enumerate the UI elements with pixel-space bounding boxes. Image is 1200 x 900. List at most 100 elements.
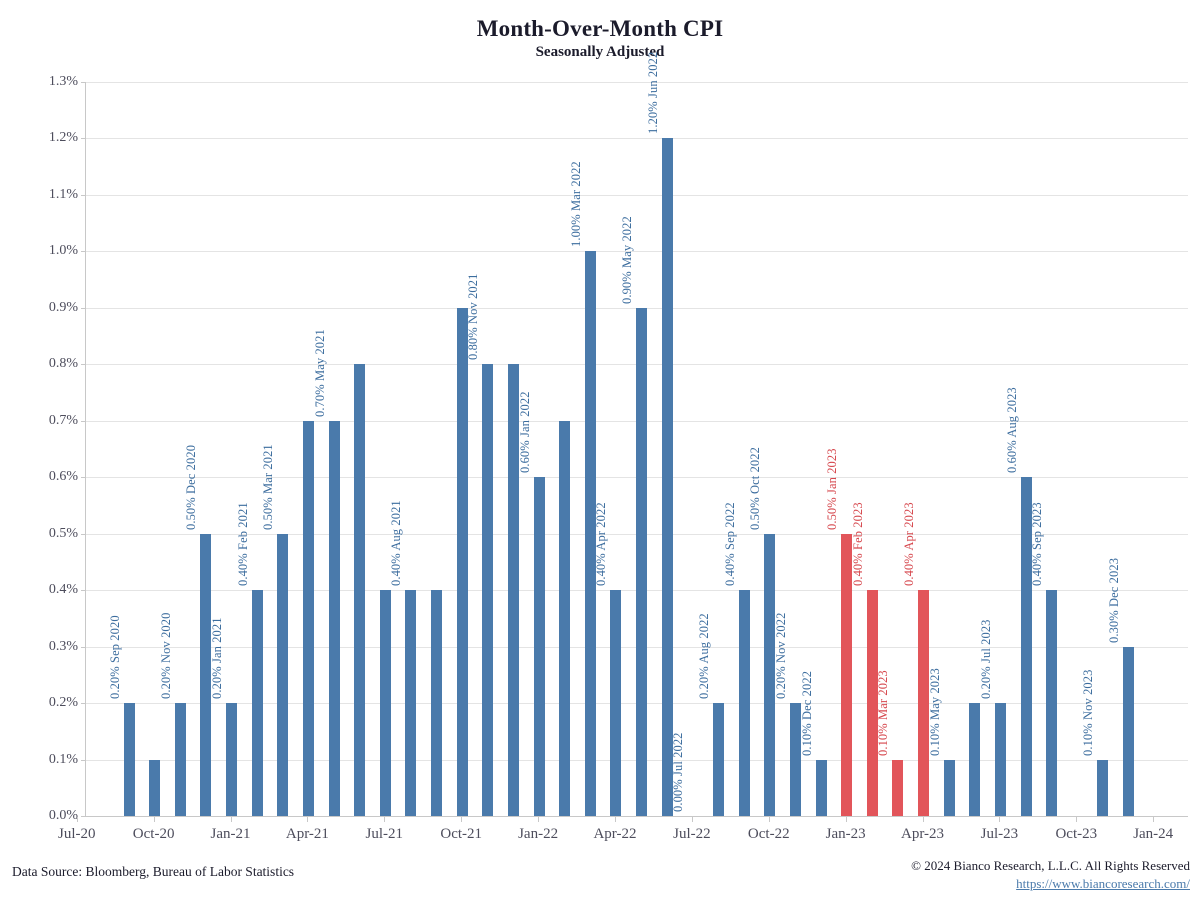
x-axis-tick-mark	[922, 817, 924, 822]
bar-sep-2022[interactable]	[738, 590, 750, 816]
bar-feb-2021[interactable]	[251, 590, 263, 816]
bar-feb-2023[interactable]	[866, 590, 878, 816]
bar-nov-2020[interactable]	[174, 703, 186, 816]
bar-jun-2023[interactable]	[969, 703, 981, 816]
y-axis-tick-label: 0.3%	[48, 638, 78, 654]
x-axis-tick-mark	[1076, 817, 1078, 822]
bar-aug-2023[interactable]	[1020, 477, 1032, 816]
bar-label-may-2021: 0.70% May 2021	[312, 328, 327, 417]
bar-label-nov-2023: 0.10% Nov 2023	[1081, 669, 1096, 756]
x-axis-tick-label: Jul-20	[57, 826, 96, 842]
bar-nov-2023[interactable]	[1097, 759, 1109, 816]
x-axis-tick-label: Apr-22	[593, 826, 637, 842]
bar-oct-2020[interactable]	[149, 759, 161, 816]
bar-jun-2021[interactable]	[354, 364, 366, 816]
bar-oct-2022[interactable]	[764, 533, 776, 816]
x-axis-tick-mark	[768, 817, 770, 822]
bar-nov-2022[interactable]	[789, 703, 801, 816]
x-axis-tick-label: Jan-21	[210, 826, 251, 842]
bar-apr-2021[interactable]	[302, 420, 314, 816]
bar-label-dec-2023: 0.30% Dec 2023	[1107, 557, 1122, 643]
x-axis-tick-label: Oct-23	[1055, 826, 1098, 842]
y-axis-tick-label: 1.2%	[48, 130, 78, 146]
y-axis-tick-mark	[81, 251, 86, 253]
y-axis-tick-mark	[81, 759, 86, 761]
x-axis-tick-mark	[538, 817, 540, 822]
bar-dec-2023[interactable]	[1123, 646, 1135, 816]
y-axis-tick-label: 0.7%	[48, 412, 78, 428]
x-axis-tick-mark	[691, 817, 693, 822]
bar-aug-2022[interactable]	[712, 703, 724, 816]
bar-jan-2023[interactable]	[841, 533, 853, 816]
bar-mar-2023[interactable]	[892, 759, 904, 816]
bar-dec-2021[interactable]	[507, 364, 519, 816]
x-axis-tick-mark	[76, 817, 78, 822]
bar-label-aug-2023: 0.60% Aug 2023	[1004, 387, 1019, 474]
y-axis-tick-mark	[81, 138, 86, 140]
bar-may-2021[interactable]	[328, 420, 340, 816]
y-axis-tick-label: 0.4%	[48, 582, 78, 598]
x-axis-tick-label: Oct-20	[132, 826, 175, 842]
y-axis-tick-label: 1.0%	[48, 243, 78, 259]
bar-label-jan-2023: 0.50% Jan 2023	[825, 448, 840, 530]
bar-may-2022[interactable]	[636, 307, 648, 816]
bar-sep-2020[interactable]	[123, 703, 135, 816]
y-axis-tick-mark	[81, 646, 86, 648]
x-axis-tick-mark	[999, 817, 1001, 822]
plot-area: 0.20% Sep 2020 0.20% Nov 2020 0.50% Dec 20…	[81, 52, 1188, 817]
y-axis-tick-label: 1.1%	[48, 186, 78, 202]
bar-dec-2020[interactable]	[200, 533, 212, 816]
bar-jun-2022[interactable]	[661, 138, 673, 816]
bar-dec-2022[interactable]	[815, 759, 827, 816]
bar-label-oct-2022: 0.50% Oct 2022	[748, 446, 763, 530]
bar-label-aug-2022: 0.20% Aug 2022	[696, 613, 711, 700]
copyright-text: © 2024 Bianco Research, L.L.C. All Right…	[911, 858, 1190, 873]
bar-mar-2021[interactable]	[277, 533, 289, 816]
x-axis-tick-label: Jan-23	[825, 826, 866, 842]
y-axis-tick-label: 0.9%	[48, 299, 78, 315]
x-axis-tick-mark	[384, 817, 386, 822]
bar-jan-2022[interactable]	[533, 477, 545, 816]
page-title: Month-Over-Month CPI	[476, 16, 724, 41]
bar-aug-2021[interactable]	[405, 590, 417, 816]
x-axis-tick-mark	[153, 817, 155, 822]
x-axis-tick-label: Oct-21	[440, 826, 483, 842]
bar-nov-2021[interactable]	[482, 364, 494, 816]
bar-label-feb-2021: 0.40% Feb 2021	[235, 502, 250, 587]
x-axis-tick-mark	[845, 817, 847, 822]
bar-sep-2023[interactable]	[1046, 590, 1058, 816]
bar-label-jun-2022: 1.20% Jun 2022	[645, 52, 660, 135]
bar-may-2023[interactable]	[943, 759, 955, 816]
y-axis-tick-mark	[81, 703, 86, 705]
bar-jan-2021[interactable]	[226, 703, 238, 816]
x-axis-tick-label: Apr-23	[901, 826, 945, 842]
x-axis-tick-mark	[307, 817, 309, 822]
biancoresearch-link[interactable]: https://www.biancoresearch.com/	[1016, 876, 1190, 891]
bar-oct-2021[interactable]	[456, 307, 468, 816]
bar-label-nov-2020: 0.20% Nov 2020	[158, 612, 173, 700]
copyright-block: © 2024 Bianco Research, L.L.C. All Right…	[911, 858, 1190, 892]
y-axis-tick-label: 0.0%	[48, 808, 78, 823]
bar-label-may-2022: 0.90% May 2022	[620, 216, 635, 304]
bar-feb-2022[interactable]	[559, 420, 571, 816]
bar-label-aug-2021: 0.40% Aug 2021	[389, 500, 404, 587]
gridline	[86, 138, 1188, 140]
bar-label-dec-2022: 0.10% Dec 2022	[799, 670, 814, 756]
chart-subtitle: Seasonally Adjusted	[535, 44, 665, 60]
data-source-note: Data Source: Bloomberg, Bureau of Labor …	[12, 864, 295, 879]
y-axis-tick-label: 0.2%	[48, 695, 78, 711]
y-axis-tick-mark	[81, 420, 86, 422]
bar-apr-2023[interactable]	[918, 590, 930, 816]
bar-sep-2021[interactable]	[431, 590, 443, 816]
y-axis-tick-mark	[81, 816, 86, 817]
x-axis-tick-mark	[230, 817, 232, 822]
x-axis-tick-mark	[461, 817, 463, 822]
bar-label-sep-2020: 0.20% Sep 2020	[107, 615, 122, 700]
bar-label-apr-2022: 0.40% Apr 2022	[594, 502, 609, 587]
bar-jul-2023[interactable]	[994, 703, 1006, 816]
bar-apr-2022[interactable]	[610, 590, 622, 816]
bar-jul-2021[interactable]	[379, 590, 391, 816]
y-axis-tick-label: 0.1%	[48, 751, 78, 767]
bar-label-jul-2023: 0.20% Jul 2023	[978, 619, 993, 700]
bar-mar-2022[interactable]	[584, 251, 596, 816]
